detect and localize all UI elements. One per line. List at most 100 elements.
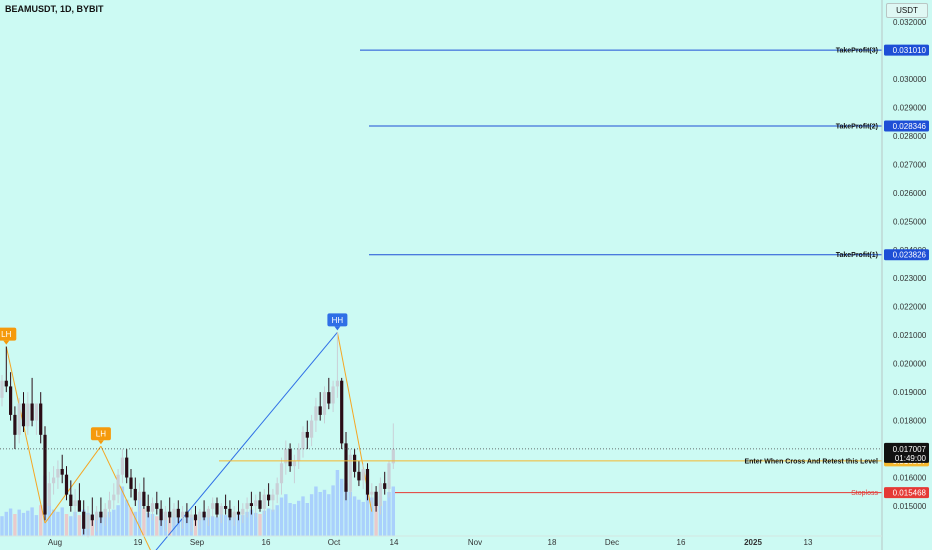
candle[interactable] bbox=[378, 477, 382, 515]
candle[interactable] bbox=[365, 463, 370, 501]
candle[interactable] bbox=[30, 377, 34, 427]
candle[interactable] bbox=[86, 506, 90, 538]
candle[interactable] bbox=[150, 497, 155, 521]
pivot-label-pointer bbox=[3, 340, 10, 345]
candle[interactable] bbox=[275, 477, 279, 504]
candle[interactable] bbox=[120, 449, 124, 484]
candle[interactable] bbox=[331, 380, 335, 413]
candle[interactable] bbox=[0, 375, 4, 407]
candle[interactable] bbox=[172, 503, 176, 526]
candle[interactable] bbox=[107, 491, 112, 518]
candle[interactable] bbox=[249, 491, 253, 515]
candle[interactable] bbox=[43, 426, 47, 521]
candle[interactable] bbox=[348, 449, 352, 498]
volume-bar bbox=[249, 509, 254, 536]
candle[interactable] bbox=[99, 497, 103, 524]
candle[interactable] bbox=[241, 503, 245, 524]
candle[interactable] bbox=[340, 377, 344, 450]
candle[interactable] bbox=[39, 392, 43, 444]
candle[interactable] bbox=[142, 477, 146, 509]
candle[interactable] bbox=[168, 497, 172, 524]
candle[interactable] bbox=[4, 346, 8, 393]
candle[interactable] bbox=[387, 460, 391, 498]
candle[interactable] bbox=[353, 449, 357, 478]
candle[interactable] bbox=[60, 454, 64, 484]
candle[interactable] bbox=[232, 506, 236, 526]
candle[interactable] bbox=[219, 503, 223, 524]
candle[interactable] bbox=[284, 440, 288, 475]
candle[interactable] bbox=[193, 506, 198, 526]
candle[interactable] bbox=[374, 486, 378, 512]
candle[interactable] bbox=[103, 503, 107, 526]
candle[interactable] bbox=[95, 506, 99, 532]
candle[interactable] bbox=[116, 468, 120, 504]
candle[interactable] bbox=[335, 332, 339, 398]
candle[interactable] bbox=[327, 377, 331, 410]
candle[interactable] bbox=[288, 443, 292, 472]
candle[interactable] bbox=[279, 457, 284, 495]
candle[interactable] bbox=[155, 491, 159, 515]
candle[interactable] bbox=[314, 397, 318, 432]
candle[interactable] bbox=[305, 420, 309, 450]
candle-body bbox=[383, 483, 387, 489]
candle-body bbox=[77, 500, 81, 512]
candle[interactable] bbox=[318, 392, 322, 421]
candle[interactable] bbox=[56, 460, 60, 489]
candle[interactable] bbox=[82, 500, 86, 535]
candle[interactable] bbox=[301, 426, 305, 458]
candle[interactable] bbox=[64, 466, 69, 501]
candle[interactable] bbox=[163, 506, 167, 532]
candle[interactable] bbox=[185, 503, 189, 524]
candle[interactable] bbox=[13, 406, 17, 450]
candle[interactable] bbox=[112, 483, 116, 509]
candle[interactable] bbox=[189, 508, 193, 532]
candle[interactable] bbox=[125, 449, 129, 484]
candle[interactable] bbox=[138, 483, 142, 512]
candle[interactable] bbox=[357, 460, 361, 487]
candle[interactable] bbox=[176, 500, 180, 524]
candle[interactable] bbox=[202, 500, 206, 521]
candle[interactable] bbox=[292, 454, 296, 484]
candle[interactable] bbox=[383, 471, 387, 495]
candle[interactable] bbox=[297, 443, 301, 469]
candle[interactable] bbox=[90, 497, 94, 526]
candle[interactable] bbox=[26, 392, 30, 435]
candle[interactable] bbox=[77, 483, 81, 512]
candle[interactable] bbox=[391, 423, 395, 469]
candle[interactable] bbox=[129, 468, 133, 498]
currency-button[interactable]: USDT bbox=[886, 3, 928, 18]
x-tick-label: 18 bbox=[548, 538, 557, 547]
candle[interactable] bbox=[271, 488, 275, 512]
candle[interactable] bbox=[211, 497, 215, 518]
candle[interactable] bbox=[159, 500, 163, 526]
volume-bar bbox=[301, 496, 305, 536]
candle[interactable] bbox=[17, 397, 21, 444]
candle[interactable] bbox=[181, 506, 185, 529]
candle[interactable] bbox=[245, 497, 249, 518]
candle[interactable] bbox=[21, 392, 26, 432]
candle[interactable] bbox=[133, 477, 137, 506]
candle[interactable] bbox=[215, 497, 219, 518]
candle[interactable] bbox=[267, 483, 271, 506]
candle[interactable] bbox=[52, 466, 56, 495]
candle[interactable] bbox=[206, 506, 210, 526]
candle[interactable] bbox=[34, 403, 38, 435]
candle[interactable] bbox=[258, 491, 262, 512]
candle[interactable] bbox=[262, 488, 266, 515]
candle[interactable] bbox=[344, 431, 348, 501]
candle[interactable] bbox=[73, 488, 77, 518]
candle[interactable] bbox=[254, 494, 258, 518]
candle[interactable] bbox=[146, 494, 150, 518]
candle[interactable] bbox=[322, 386, 327, 424]
candle[interactable] bbox=[228, 500, 232, 521]
candle[interactable] bbox=[9, 372, 13, 421]
candle[interactable] bbox=[370, 483, 374, 506]
candle[interactable] bbox=[361, 463, 365, 489]
candle[interactable] bbox=[69, 480, 73, 512]
candle[interactable] bbox=[310, 414, 314, 447]
candle[interactable] bbox=[236, 500, 241, 521]
candle[interactable] bbox=[224, 494, 228, 515]
candle[interactable] bbox=[198, 508, 202, 529]
candle[interactable] bbox=[47, 471, 51, 512]
